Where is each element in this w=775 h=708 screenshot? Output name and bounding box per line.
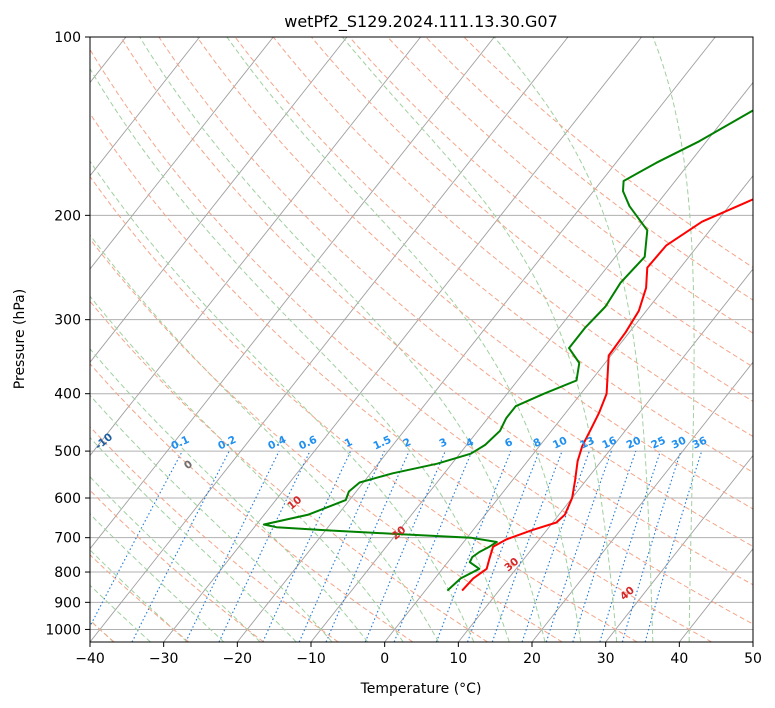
mixing-ratio-line [466,450,540,642]
dry-adiabat-line [158,37,753,548]
x-tick-label: 20 [523,651,541,667]
mixing-ratio-line [325,450,410,642]
dry-adiabat-line [272,37,753,438]
y-tick-label: 400 [54,387,81,403]
isotherm-line [384,175,753,642]
moist-adiabat-line [90,348,369,642]
mixing-ratio-line [599,450,661,642]
mixing-ratio-line [298,450,385,642]
mixing-ratio-label: 20 [625,435,643,452]
mixing-ratio-label: 2 [401,436,413,450]
plot-frame [89,36,754,643]
y-tick-label: 700 [54,531,81,547]
dry-adiabat-line [90,238,563,642]
isotherm-line [90,37,421,457]
mixing-ratio-label: 25 [649,435,667,452]
x-tick-label: −40 [75,651,105,667]
y-tick-label: 100 [54,30,81,46]
mixing-ratio-label: 36 [691,435,709,452]
mixing-ratio-line [644,450,703,642]
dry-adiabat-line [234,37,753,473]
x-tick-label: 50 [744,651,762,667]
dry-adiabat-line [90,363,414,642]
x-tick-label: 30 [597,651,615,667]
temperature-profile-line [461,198,753,592]
moist-adiabat-line [90,476,261,642]
moist-adiabat-line [226,37,582,642]
mixing-ratio-line [185,450,280,642]
mixing-ratio-line [621,450,682,642]
moist-adiabat-line [90,295,404,642]
mixing-ratio-label: 13 [578,435,596,452]
isotherm-line [90,37,569,642]
moist-adiabat-line [90,234,439,642]
chart-title: wetPf2_S129.2024.111.13.30.G07 [284,12,558,32]
dry-adiabat-line [425,37,753,301]
mixing-ratio-label: 4 [464,436,476,450]
dry-adiabat-line [90,300,488,642]
isotherm-line [236,37,716,642]
x-axis-label: Temperature (°C) [360,681,482,697]
moist-adiabat-line [652,37,695,642]
dry-adiabat-lines [90,37,753,642]
grid-lines [90,37,753,642]
dry-adiabat-line [349,37,753,368]
mixing-ratio-line [393,450,473,642]
x-tick-label: 10 [449,651,467,667]
isotherm-line [531,361,753,642]
dry-adiabat-line [90,425,339,642]
mixing-ratio-label: 8 [531,436,543,450]
mixing-ratio-line [90,450,183,628]
isotherm-line [605,454,753,642]
mixing-ratio-label: 3 [437,436,449,450]
isotherm-line [90,37,495,550]
dry-adiabat-line [196,37,753,510]
profile-lines [262,109,753,592]
isotherm-line [90,37,274,270]
x-tick-label: 40 [670,651,688,667]
isotherm-line [163,37,642,642]
x-tick-label: −10 [296,651,326,667]
axis-ticks: −40 −30 −20 −10 0 10 20 30 40 50 100 200 300 400 500 60… [45,30,762,667]
y-tick-label: 600 [54,491,81,507]
x-tick-label: −30 [149,651,179,667]
mixing-ratio-line [131,450,230,642]
mixing-ratio-line [364,450,446,642]
isotherm-line [457,268,753,642]
mixing-ratio-label: 30 [670,435,688,452]
x-tick-label: −20 [223,651,253,667]
isotherm-line [90,37,348,363]
dry-adiabat-line [90,48,753,625]
dewpoint-profile-line [262,109,753,592]
y-tick-label: 900 [54,595,81,611]
y-axis-label: Pressure (hPa) [12,289,28,389]
mixing-ratio-line [491,450,563,642]
mixing-ratio-label: 6 [503,436,515,450]
moist-adiabat-line [90,67,510,642]
dry-adiabat-line [120,37,753,586]
mixing-ratio-line [572,450,637,642]
dry-adiabat-line [311,37,753,402]
x-tick-label: 0 [380,651,389,667]
moist-adiabat-line [90,513,225,642]
isotherm-line [90,37,200,177]
moist-adiabat-line [342,37,618,642]
y-tick-label: 1000 [45,622,81,638]
dry-adiabat-line [90,175,638,642]
mixing-ratio-label: 16 [600,435,618,452]
y-tick-label: 800 [54,565,81,581]
moist-adiabat-line [90,160,475,642]
mixing-ratio-labels: 0.1 0.2 0.4 0.6 1 1.5 2 3 4 6 8 10 13 16 20 25 30 36 [169,434,709,453]
mixing-ratio-label: 10 [551,435,569,452]
moist-adiabat-line [139,37,546,642]
mixing-ratio-line [435,450,512,642]
dry-adiabat-line [90,112,712,642]
y-tick-label: 500 [54,444,81,460]
mixing-ratio-label: 1 [343,436,355,450]
mixing-ratio-lines [90,450,703,642]
mixing-ratio-line [545,450,613,642]
y-tick-label: 300 [54,313,81,329]
y-tick-label: 200 [54,208,81,224]
